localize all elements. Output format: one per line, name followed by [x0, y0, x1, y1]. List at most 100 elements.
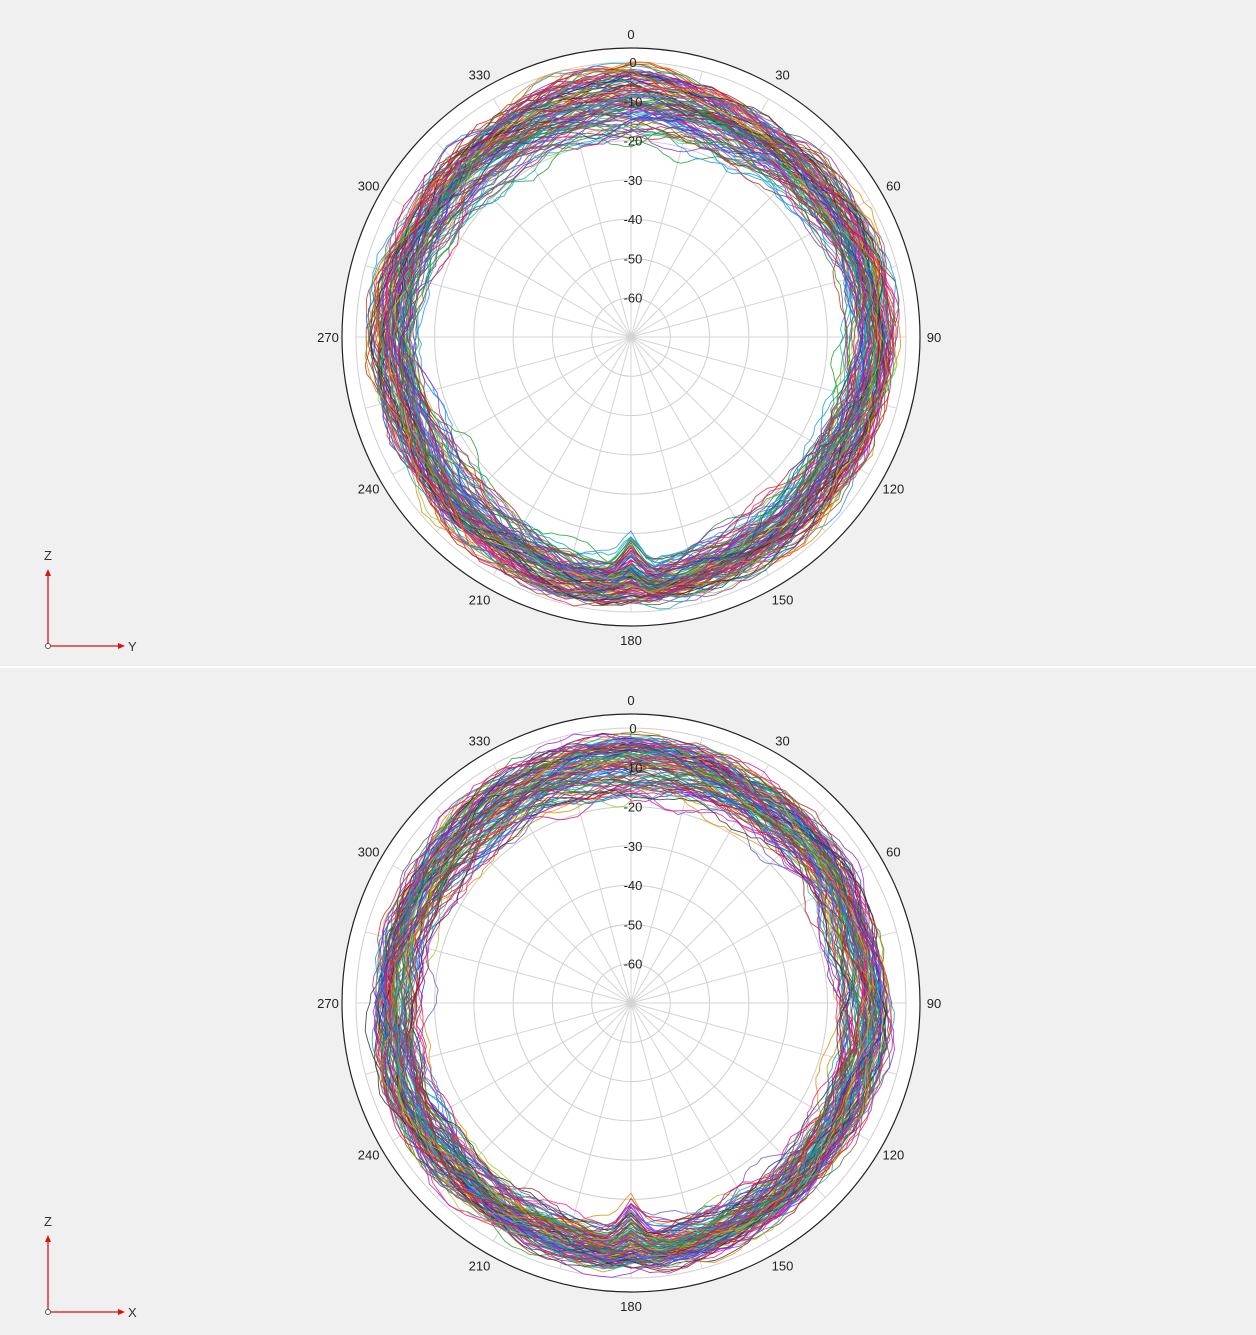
angle-tick-label: 30	[775, 734, 789, 749]
trace-series	[381, 743, 882, 1261]
angle-tick-label: 240	[358, 1148, 380, 1163]
trace-series	[373, 63, 895, 597]
radial-tick-label: -50	[624, 251, 643, 266]
polar-chart-yz: 0 -10 -20 -30 -40 -50 -60 0 30 60 90 120 150 180 210 24…	[0, 0, 1256, 666]
panel-divider	[0, 666, 1256, 668]
coord-axes-indicator	[45, 569, 125, 649]
angle-tick-label: 300	[358, 179, 380, 194]
trace-series	[388, 85, 882, 587]
angle-tick-label: 120	[883, 482, 905, 497]
trace-series	[410, 790, 851, 1235]
radial-tick-label: -60	[624, 957, 643, 972]
trace-series	[391, 102, 872, 599]
angle-tick-label: 30	[775, 68, 789, 83]
radial-tick-label: 0	[629, 55, 636, 70]
angular-grid-spoke	[559, 336, 632, 603]
trace-series	[410, 117, 867, 565]
radial-tick-label: -60	[624, 291, 643, 306]
angle-tick-label: 330	[469, 68, 491, 83]
radial-tick-label: -50	[624, 917, 643, 932]
angle-tick-label: 330	[469, 734, 491, 749]
trace-series	[384, 88, 886, 597]
coord-axis-h-label-bottom: X	[128, 1305, 137, 1320]
polar-chart-xz: 0 -10 -20 -30 -40 -50 -60 0 30 60 90 120 150 180 210 24…	[0, 668, 1256, 1335]
trace-series	[410, 789, 857, 1238]
trace-series	[410, 788, 844, 1236]
coord-origin	[45, 1309, 51, 1315]
polar-plot-yz: 0 -10 -20 -30 -40 -50 -60 0 30 60 90 120 150 180 210 24…	[45, 27, 941, 649]
angle-tick-label: 0	[627, 27, 634, 42]
trace-series	[371, 62, 899, 599]
radial-tick-label: -10	[624, 94, 643, 109]
angle-tick-label: 210	[469, 1258, 491, 1273]
trace-series	[380, 62, 898, 598]
trace-series	[405, 127, 866, 573]
trace-series	[402, 114, 859, 571]
coord-axis-horizontal-arrow	[118, 1309, 125, 1315]
trace-series	[391, 781, 864, 1251]
trace-series	[374, 745, 883, 1270]
coord-axis-z-label-top: Z	[44, 548, 52, 563]
angle-tick-label: 180	[620, 633, 642, 648]
angle-tick-label: 0	[627, 693, 634, 708]
trace-series	[377, 71, 890, 603]
angle-tick-label: 150	[772, 1258, 794, 1273]
angle-tick-label: 90	[927, 330, 941, 345]
trace-series	[406, 788, 856, 1248]
trace-series	[406, 782, 853, 1239]
radial-tick-label: -40	[624, 212, 643, 227]
trace-series	[394, 124, 867, 578]
coord-origin	[45, 643, 51, 649]
trace-series	[399, 99, 881, 586]
trace-series	[398, 134, 857, 580]
trace-series	[373, 742, 884, 1268]
trace-series	[387, 98, 874, 594]
trace-series	[389, 84, 886, 597]
polar-plot-xz: 0 -10 -20 -30 -40 -50 -60 0 30 60 90 120 150 180 210 24…	[45, 693, 941, 1315]
angle-tick-label: 210	[469, 592, 491, 607]
angular-grid-spoke	[630, 1002, 769, 1242]
angle-tick-label: 60	[886, 845, 900, 860]
coord-axis-vertical-arrow	[45, 569, 51, 576]
radial-tick-label: -20	[624, 134, 643, 149]
trace-series	[382, 70, 889, 591]
trace-series	[383, 74, 896, 603]
angle-tick-label: 270	[317, 330, 339, 345]
trace-series	[396, 774, 845, 1232]
trace-series	[369, 77, 884, 601]
angle-tick-label: 240	[358, 482, 380, 497]
angle-tick-label: 300	[358, 845, 380, 860]
trace-series	[373, 67, 880, 593]
coord-axis-h-label-top: Y	[128, 639, 137, 654]
trace-series	[379, 746, 882, 1261]
trace-series	[408, 126, 852, 567]
trace-series	[372, 743, 883, 1260]
angular-grid-spoke	[630, 336, 826, 532]
trace-series	[383, 746, 877, 1261]
trace-series	[409, 126, 864, 577]
trace-series	[375, 745, 887, 1271]
radial-tick-label: -10	[624, 760, 643, 775]
traces-group	[364, 61, 902, 610]
angle-tick-label: 60	[886, 179, 900, 194]
trace-series	[392, 776, 852, 1248]
angle-tick-label: 150	[772, 592, 794, 607]
radial-tick-label: -20	[624, 800, 643, 815]
coord-axes-indicator	[45, 1235, 125, 1315]
coord-axis-z-label-bottom: Z	[44, 1214, 52, 1229]
trace-series	[400, 104, 878, 591]
coord-axis-horizontal-arrow	[118, 643, 125, 649]
radial-tick-label: -30	[624, 839, 643, 854]
radial-tick-label: -30	[624, 173, 643, 188]
angle-tick-label: 120	[883, 1148, 905, 1163]
angle-tick-label: 270	[317, 996, 339, 1011]
trace-series	[398, 116, 876, 592]
radial-tick-label: -40	[624, 878, 643, 893]
trace-series	[390, 761, 874, 1257]
angle-tick-label: 180	[620, 1299, 642, 1314]
angle-tick-label: 90	[927, 996, 941, 1011]
angular-grid-spoke	[630, 737, 703, 1004]
radial-tick-label: 0	[629, 721, 636, 736]
coord-axis-vertical-arrow	[45, 1235, 51, 1242]
trace-series	[385, 749, 886, 1267]
